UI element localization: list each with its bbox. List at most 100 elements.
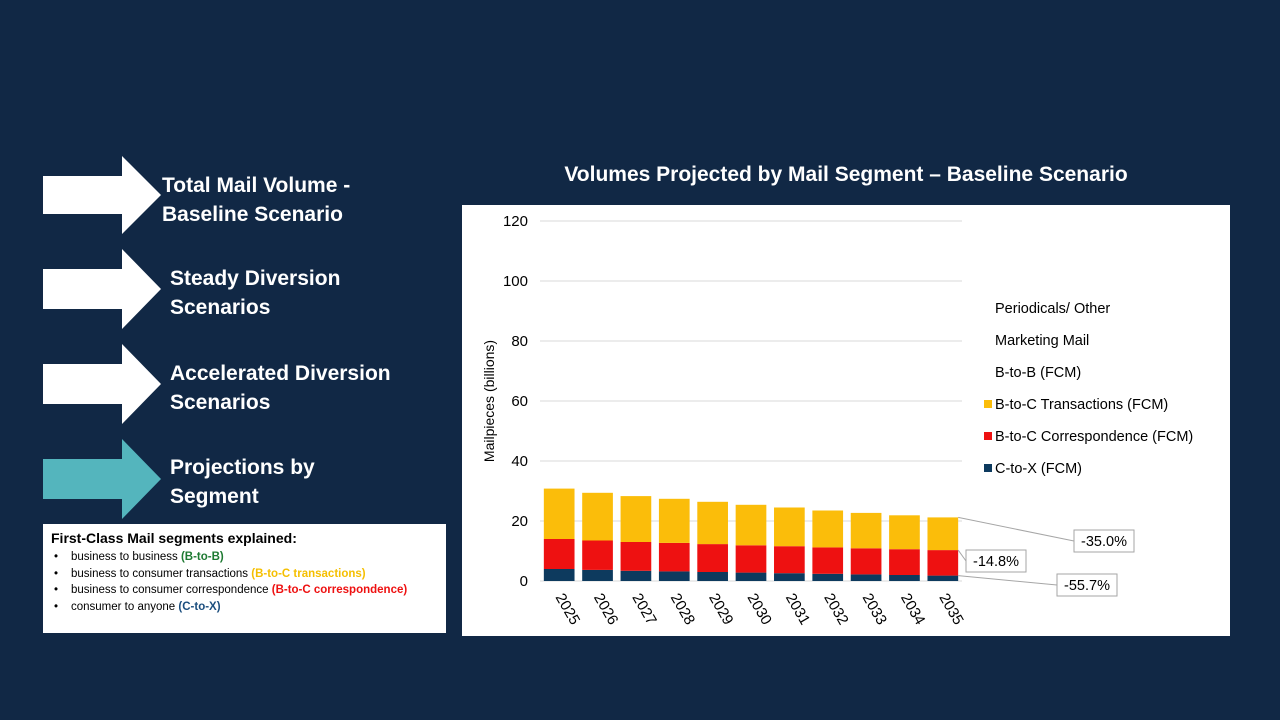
annotation-box <box>965 549 1027 573</box>
legend-swatch <box>984 304 992 312</box>
bar-segment <box>543 539 575 569</box>
segment-item-b2b: business to business (B-to-B) <box>51 549 441 566</box>
bar-segment <box>543 488 575 539</box>
bar-segment <box>735 545 767 573</box>
bar-segment <box>812 547 844 574</box>
y-tick-label: 120 <box>503 213 528 230</box>
chart-panel: 0 20 40 60 80 100 120 Mailpieces (billions) 2025… <box>462 205 1230 636</box>
annotation-label: -14.8% <box>973 554 1019 570</box>
segment-item-c2x: consumer to anyone (C-to-X) <box>51 599 441 616</box>
bar-segment <box>889 515 920 550</box>
bar-segment <box>735 504 767 546</box>
bar-segment <box>582 569 613 581</box>
bar-segment <box>850 548 882 575</box>
legend-entry: B-to-C Correspondence (FCM) <box>995 429 1193 445</box>
bar-segment <box>927 575 959 581</box>
arrow-projections-by-segment[interactable] <box>42 438 162 520</box>
x-tick-label: 2035 <box>935 591 966 628</box>
bar-segment <box>889 549 920 575</box>
bar-segment <box>927 550 959 576</box>
x-tick-label: 2032 <box>820 591 851 628</box>
y-tick-label: 20 <box>511 513 528 530</box>
annotation-label: -55.7% <box>1064 578 1110 594</box>
segment-text: business to consumer transactions <box>71 567 252 580</box>
nav-label-projections-by-segment: Projections by Segment <box>170 456 315 508</box>
legend-entry: C-to-X (FCM) <box>995 461 1082 477</box>
legend-swatch <box>984 432 992 440</box>
segment-tag: (C-to-X) <box>178 600 221 613</box>
legend-entry: B-to-B (FCM) <box>995 365 1081 381</box>
y-tick-label: 0 <box>520 573 528 590</box>
chart-title: Volumes Projected by Mail Segment – Base… <box>564 163 1128 186</box>
annotation-box <box>1073 529 1135 553</box>
segments-explained-title: First-Class Mail segments explained: <box>51 530 297 546</box>
annotation-leader-line <box>958 575 1058 586</box>
segments-list: business to business (B-to-B) business t… <box>51 549 441 615</box>
bar-segment <box>812 573 844 581</box>
legend-swatch <box>984 464 992 472</box>
segment-item-b2c-transactions: business to consumer transactions (B-to-… <box>51 566 441 583</box>
x-tick-label: 2026 <box>590 591 621 628</box>
bar-segment <box>620 496 652 542</box>
bar-segment <box>850 512 882 549</box>
legend-entry: Marketing Mail <box>995 333 1089 349</box>
bar-segment <box>774 573 805 581</box>
y-tick-label: 40 <box>511 453 528 470</box>
x-tick-label: 2030 <box>744 591 775 628</box>
nav-label-accelerated-diversion: Accelerated Diversion Scenarios <box>170 362 391 414</box>
x-tick-label: 2033 <box>859 591 890 628</box>
annotation-leader-line <box>957 549 967 562</box>
x-tick-label: 2025 <box>552 591 583 628</box>
legend-entry: Periodicals/ Other <box>995 301 1110 317</box>
arrow-shape <box>43 439 161 519</box>
arrow-shape <box>43 344 161 424</box>
annotation-leader-line <box>958 516 1075 542</box>
bar-segment <box>620 542 652 571</box>
segment-tag: (B-to-B) <box>180 551 224 563</box>
bar-segment <box>658 571 690 581</box>
segment-text: consumer to anyone <box>71 600 179 613</box>
bar-segment <box>543 569 575 581</box>
annotation-label: -35.0% <box>1081 534 1127 550</box>
bar-segment <box>620 570 652 581</box>
nav-label-total-volume: Total Mail Volume - Baseline Scenario <box>162 174 351 226</box>
arrow-total-volume[interactable] <box>42 155 162 235</box>
segment-text: business to business <box>71 551 181 563</box>
bar-segment <box>927 517 959 551</box>
arrow-steady-diversion[interactable] <box>42 248 162 330</box>
x-tick-label: 2034 <box>897 591 928 628</box>
segments-explained-box: First-Class Mail segments explained: bus… <box>43 524 446 633</box>
y-tick-label: 100 <box>503 273 528 290</box>
segment-item-b2c-correspondence: business to consumer correspondence (B-t… <box>51 582 441 599</box>
x-tick-label: 2027 <box>628 591 659 628</box>
y-tick-label: 60 <box>511 393 528 410</box>
bar-segment <box>697 544 728 572</box>
bar-segment <box>735 572 767 581</box>
segment-text: business to consumer correspondence <box>71 584 272 596</box>
bar-segment <box>582 492 613 541</box>
x-tick-label: 2031 <box>782 591 813 628</box>
stacked-bar-chart: 0 20 40 60 80 100 120 Mailpieces (billions) 2025… <box>481 213 1193 628</box>
bar-segment <box>582 540 613 570</box>
x-tick-label: 2028 <box>667 591 698 628</box>
legend-entry: B-to-C Transactions (FCM) <box>995 397 1168 413</box>
segment-tag: (B-to-C correspondence) <box>271 584 408 596</box>
bar-segment <box>812 510 844 548</box>
bar-segment <box>658 498 690 543</box>
segment-tag: (B-to-C transactions) <box>251 567 366 580</box>
bar-segment <box>774 507 805 547</box>
legend-swatch <box>984 368 992 376</box>
arrow-accelerated-diversion[interactable] <box>42 343 162 425</box>
bar-segment <box>889 575 920 581</box>
x-tick-label: 2029 <box>705 591 736 628</box>
bar-segment <box>697 501 728 545</box>
bar-segment <box>697 572 728 581</box>
legend-swatch <box>984 336 992 344</box>
arrow-shape <box>43 156 161 234</box>
bar-segment <box>774 546 805 574</box>
legend-swatch <box>984 400 992 408</box>
annotation-box <box>1056 573 1118 597</box>
y-tick-label: 80 <box>511 333 528 350</box>
bar-segment <box>658 542 690 572</box>
nav-label-steady-diversion: Steady Diversion Scenarios <box>170 267 341 319</box>
